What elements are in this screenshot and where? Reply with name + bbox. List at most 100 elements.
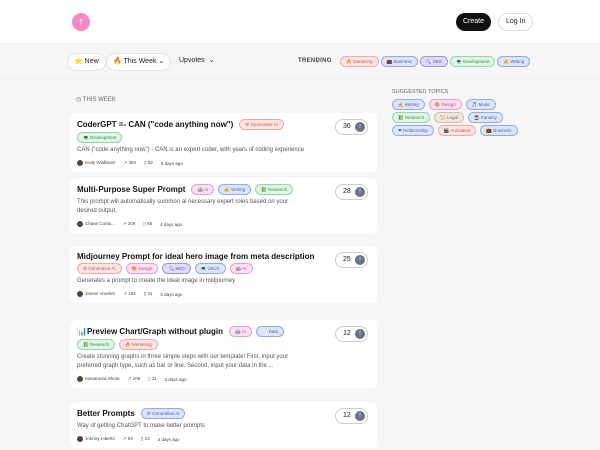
views-count: 84 [127,436,133,441]
header: ↑ Create Log In [0,0,600,44]
tag-pill[interactable]: 📗 Research [255,184,294,195]
prompt-card[interactable]: CoderGPT =- CAN ("code anything now") ⚙ G… [70,113,377,172]
saves[interactable]: ▯ 13 [141,436,150,442]
prompt-description: Create stunning graphs in three simple s… [77,354,289,369]
prompt-title[interactable]: 📊Preview Chart/Graph without plugin [77,327,223,336]
timestamp: 5 days ago [160,291,183,297]
tag-pill[interactable]: 📗 Research [392,112,431,123]
author[interactable]: Johnny roberts [77,436,115,442]
views: ↗ 109 [128,376,141,382]
tag-pill[interactable]: ⚙ Generative AI [239,119,284,130]
tag-pill[interactable]: 🔥 Marketing [340,56,379,67]
tag-pill[interactable]: ⚙ Generative AI [140,408,186,419]
tag-pill[interactable]: 💼 Business [480,125,518,136]
tag-pill[interactable]: 🔍 SEO [419,56,449,67]
arrow-up-icon: ↑ [355,329,365,339]
tag-pill[interactable]: 🔥 Marketing [119,339,158,350]
timestamp: 3 days ago [164,376,187,382]
avatar [77,221,83,227]
upvote-button[interactable]: 28 ↑ [335,184,368,200]
suggested-topics-label: SUGGESTED TOPICS [392,89,449,95]
author[interactable]: Chase Curtis... [77,221,115,227]
author[interactable]: James Vroeker [77,291,115,297]
tag-pill[interactable]: ✍ Writing [218,184,252,195]
prompt-title[interactable]: Better Prompts [77,409,135,418]
upvote-button[interactable]: 12 ↑ [335,408,368,424]
tag-pill[interactable]: 🤖 AI [229,263,253,274]
tag-pill[interactable]: ✍ Writing [392,99,425,110]
vote-count: 36 [343,123,351,130]
views: ↗ 309 [123,221,136,227]
author[interactable]: Kawamura Shota [77,376,120,382]
saves-count: 82 [147,160,153,165]
tag-pill[interactable]: 💻 UI/UX [194,263,226,274]
trending-tags: 🔥 Marketing 💼 Business 🔍 SEO 💻 Development ✍… [340,56,532,67]
time-filter-dropdown[interactable]: 🔥 This Week ⌄ [106,53,172,71]
saves[interactable]: ▯ 11 [148,376,156,382]
upvote-button[interactable]: 12 ↑ [335,326,368,342]
prompt-title[interactable]: Multi-Purpose Super Prompt [77,185,186,194]
tag-pill[interactable]: 🎬 Animation [437,125,477,136]
prompt-description: CAN ("code anything now") - CAN is an ex… [77,147,305,153]
prompt-card[interactable]: 📊Preview Chart/Graph without plugin 🤖 AI 📈… [70,320,377,388]
saves[interactable]: ▯ 31 [144,291,153,297]
arrow-up-icon: ↑ [355,255,365,265]
trend-arrow-icon: ↗ [127,376,132,381]
create-button[interactable]: Create [456,13,492,31]
tag-pill[interactable]: 📈 Data [255,326,285,337]
trending-label: TRENDING [298,58,332,64]
tag-pill[interactable]: 💼 Business [380,56,418,67]
vote-count: 12 [343,412,351,419]
chevron-down-icon: ⌄ [158,58,165,65]
saves[interactable]: ▯ 82 [144,160,153,166]
views-count: 109 [132,376,141,381]
timestamp: 4 days ago [160,221,183,227]
login-button[interactable]: Log In [498,13,534,31]
prompt-title[interactable]: Midjourney Prompt for ideal hero image f… [77,252,315,261]
saves-count: 55 [147,221,153,226]
prompt-title[interactable]: CoderGPT =- CAN ("code anything now") [77,120,234,129]
upvote-button[interactable]: 36 ↑ [335,119,368,135]
saves[interactable]: ▯ 55 [143,221,152,227]
tag-pill[interactable]: 🎨 Design [428,99,462,110]
prompt-card[interactable]: Midjourney Prompt for ideal hero image f… [70,246,377,303]
tag-pill[interactable]: ⚙ Generative AI [77,263,122,274]
tag-pill[interactable]: 🎵 Music [465,99,497,110]
tag-pill[interactable]: ✍ Writing [497,56,531,67]
bookmark-icon: ▯ [143,221,146,226]
upvote-button[interactable]: 25 ↑ [335,252,368,268]
prompt-description: Generates a prompt to create the ideal i… [77,278,236,284]
tag-pill[interactable]: 💻 Development [77,132,123,143]
tag-pill[interactable]: 🤖 AI [191,184,215,195]
views-count: 382 [128,160,137,165]
tag-pill[interactable]: 🤖 AI [228,326,252,337]
sort-dropdown[interactable]: Upvotes ⌄ [173,53,220,71]
author[interactable]: Kody Wildfeuer [77,160,116,166]
tag-pill[interactable]: 🔍 SEO [162,263,191,274]
tag-pill[interactable]: 🎨 Design [125,263,159,274]
avatar [77,160,83,166]
new-filter-button[interactable]: ⭐ New [67,53,106,71]
tag-pill[interactable]: 📗 Research [77,339,116,350]
tag-pill[interactable]: 🧙 Fantasy [468,112,503,123]
tag-pill[interactable]: ❤ Relationship [392,125,434,136]
avatar [77,376,83,382]
prompt-card[interactable]: Better Prompts ⚙ Generative AI Way of get… [70,402,377,448]
bookmark-icon: ▯ [144,160,147,165]
suggested-topics: ✍ Writing 🎨 Design 🎵 Music 📗 Research 📜 Lega… [392,99,532,136]
bookmark-icon: ▯ [148,376,151,381]
trend-arrow-icon: ↗ [123,160,128,165]
views-count: 165 [128,291,136,296]
logo-icon[interactable]: ↑ [72,13,90,31]
prompt-description: This prompt will automatically summon al… [77,199,289,214]
vote-count: 12 [343,330,351,337]
saves-count: 13 [144,436,150,441]
trend-arrow-icon: ↗ [122,221,127,226]
tag-pill[interactable]: 📜 Legal [434,112,464,123]
bookmark-icon: ▯ [143,291,147,296]
tag-pill[interactable]: 💻 Development [450,56,496,67]
author-name: Johnny roberts [85,436,115,442]
prompt-card[interactable]: Multi-Purpose Super Prompt 🤖 AI ✍ Writing 📗… [70,178,377,233]
views: ↗ 382 [124,160,137,166]
author-name: Kody Wildfeuer [85,160,116,166]
